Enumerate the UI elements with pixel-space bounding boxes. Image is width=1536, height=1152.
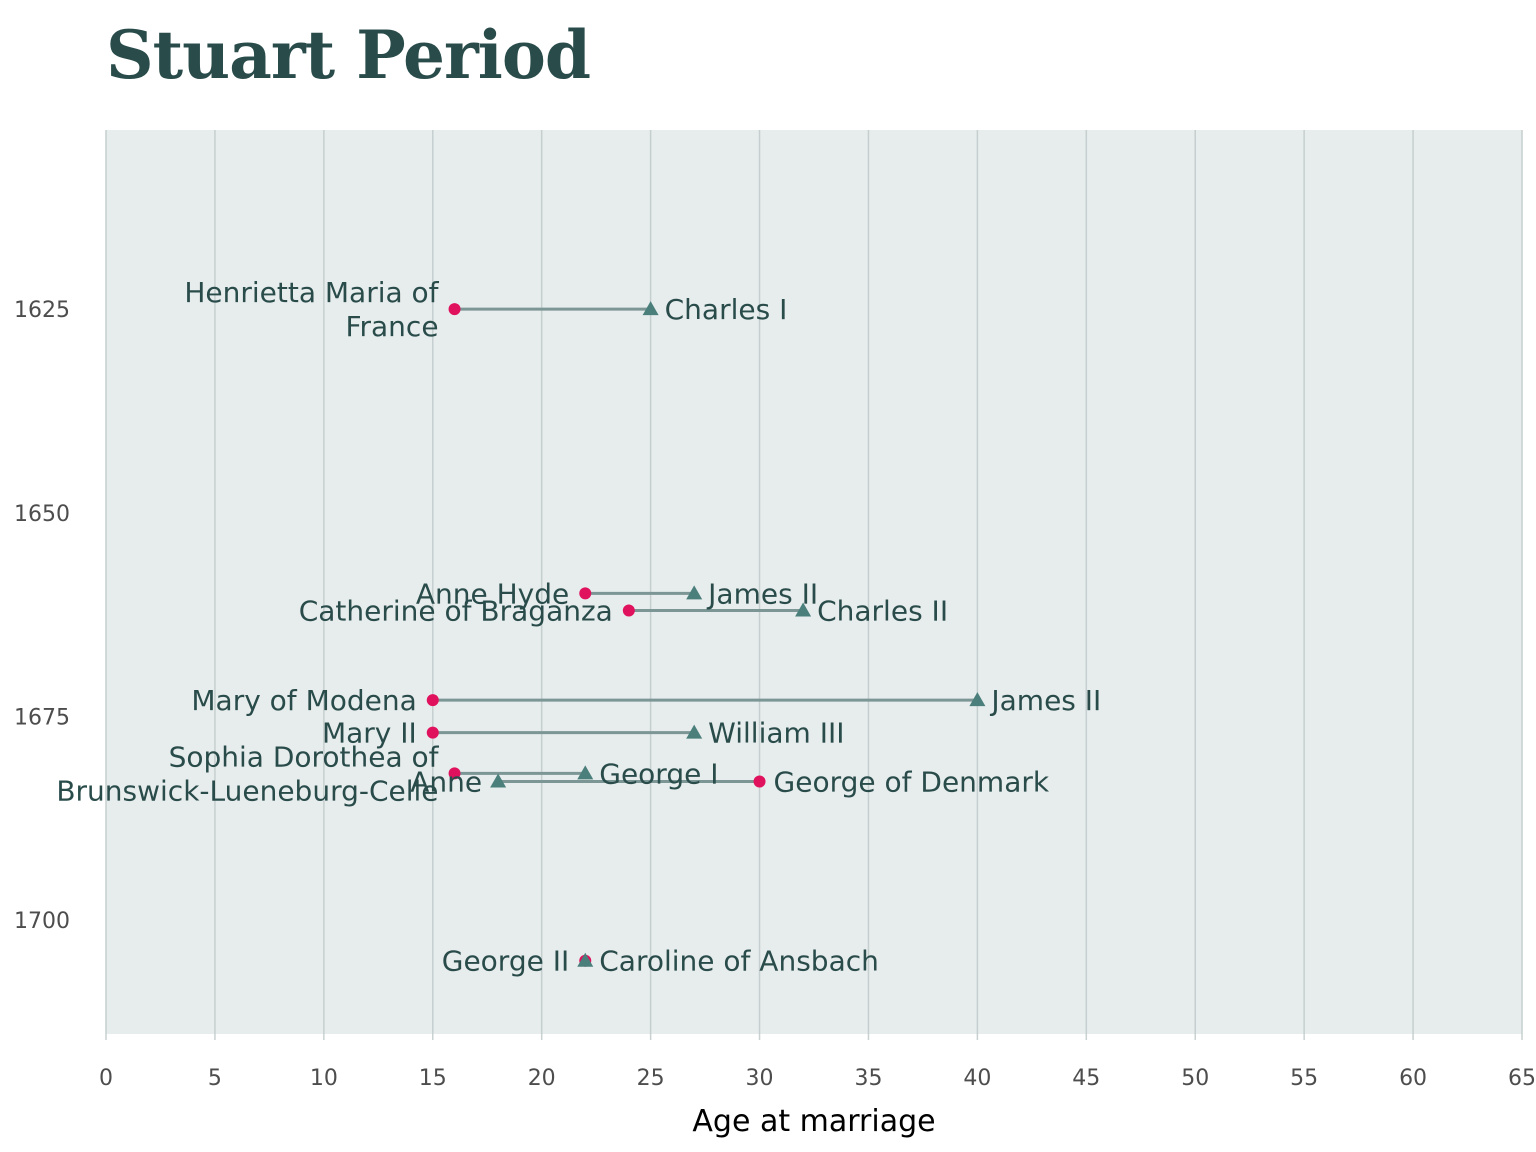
triangle-point [686, 585, 703, 600]
x-tick-label: 60 [1399, 1066, 1427, 1091]
x-tick-label: 45 [1072, 1066, 1100, 1091]
dumbbell-points [426, 301, 986, 967]
right-point-label: Charles II [817, 595, 948, 628]
right-point-label: George I [599, 757, 718, 790]
left-point-label: Anne [410, 766, 482, 799]
x-tick-label: 20 [528, 1066, 556, 1091]
right-point-label: George of Denmark [774, 766, 1050, 799]
left-point-label: Catherine of Braganza [299, 595, 613, 628]
y-tick-label: 1650 [14, 502, 70, 527]
triangle-point [577, 952, 594, 967]
x-axis-tick-labels: 0 5 10 15 20 25 30 35 40 45 50 55 60 65 [99, 1066, 1536, 1091]
right-point-label: James II [989, 684, 1101, 717]
left-point-label: Anne Hyde [416, 577, 569, 610]
x-tick-label: 15 [419, 1066, 447, 1091]
circle-point [448, 303, 461, 316]
left-point-label: Mary of Modena [191, 684, 416, 717]
plot-panel [106, 130, 1522, 1034]
x-tick-label: 25 [637, 1066, 665, 1091]
right-point-label: Caroline of Ansbach [599, 945, 879, 978]
x-tick-label: 10 [310, 1066, 338, 1091]
circle-point [753, 775, 766, 788]
circle-point [622, 604, 635, 617]
circle-point [579, 587, 592, 600]
circle-point [426, 726, 439, 739]
x-tick-label: 0 [99, 1066, 113, 1091]
left-point-label: Henrietta Maria of France [184, 276, 439, 343]
y-tick-label: 1700 [14, 909, 70, 934]
x-tick-label: 5 [208, 1066, 222, 1091]
right-point-label: James II [706, 577, 818, 610]
circle-point [448, 767, 461, 780]
circle-point [426, 694, 439, 707]
x-tick-label: 50 [1181, 1066, 1209, 1091]
chart-title: Stuart Period [106, 16, 591, 94]
dumbbell-segments [432, 307, 978, 784]
x-tick-label: 65 [1508, 1066, 1536, 1091]
y-tick-label: 1675 [14, 705, 70, 730]
right-point-label: Charles I [665, 293, 788, 326]
left-point-label: Sophia Dorothea of Brunswick-Lueneburg-Ce… [56, 740, 439, 807]
right-point-label: William III [708, 717, 844, 750]
grid-lines [105, 130, 1523, 1034]
x-tick-label: 40 [963, 1066, 991, 1091]
triangle-point [577, 765, 594, 780]
triangle-point [686, 724, 703, 739]
point-labels: Henrietta Maria of France Charles I Anne Hy… [56, 276, 1101, 978]
triangle-point [490, 773, 507, 788]
y-axis-tick-labels: 1625 1650 1675 1700 [14, 298, 70, 934]
triangle-point [795, 602, 812, 617]
y-tick-label: 1625 [14, 298, 70, 323]
x-tick-label: 35 [854, 1066, 882, 1091]
x-axis-tick-marks [105, 1034, 1523, 1040]
triangle-point [969, 692, 986, 707]
left-point-label: George II [442, 945, 570, 978]
x-tick-label: 55 [1290, 1066, 1318, 1091]
triangle-point [642, 301, 659, 316]
x-tick-label: 30 [746, 1066, 774, 1091]
x-axis-title: Age at marriage [692, 1104, 935, 1139]
left-point-label: Mary II [322, 717, 417, 750]
